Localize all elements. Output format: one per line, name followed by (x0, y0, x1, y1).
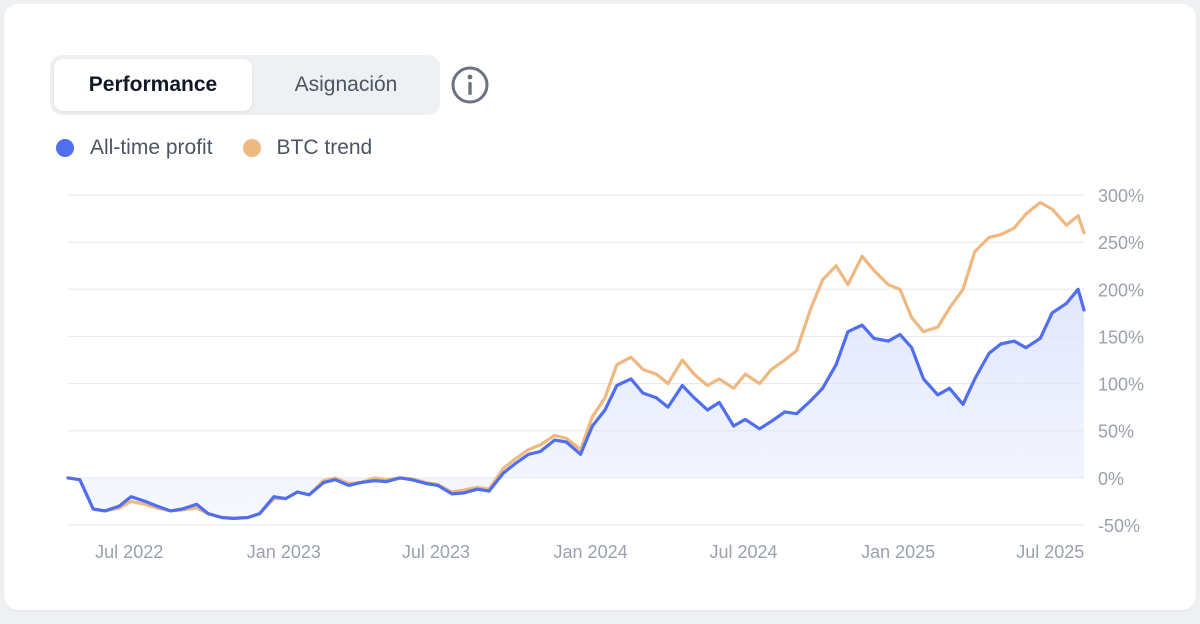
y-tick-label: 0% (1098, 469, 1124, 489)
x-tick-label: Jan 2023 (247, 542, 321, 562)
tab-performance[interactable]: Performance (54, 59, 252, 111)
x-tick-label: Jul 2025 (1016, 542, 1084, 562)
y-tick-label: 50% (1098, 422, 1134, 442)
legend-label-profit: All-time profit (90, 136, 213, 159)
x-tick-label: Jan 2025 (861, 542, 935, 562)
legend-item-btc[interactable]: BTC trend (242, 136, 373, 160)
x-tick-label: Jul 2022 (95, 542, 163, 562)
y-tick-label: -50% (1098, 516, 1140, 536)
legend-label-btc: BTC trend (276, 136, 373, 159)
profit-area (68, 289, 1084, 519)
y-tick-label: 200% (1098, 280, 1144, 300)
x-tick-label: Jul 2023 (402, 542, 470, 562)
tab-asignacion[interactable]: Asignación (294, 73, 398, 96)
tab-switcher: Performance Asignación (50, 55, 440, 115)
profit-line (66, 287, 1086, 520)
legend-item-profit[interactable]: All-time profit (56, 136, 213, 160)
info-icon[interactable] (450, 65, 490, 105)
x-tick-label: Jul 2024 (709, 542, 777, 562)
y-tick-label: 300% (1098, 186, 1144, 206)
legend-dot-btc (242, 139, 261, 157)
x-tick-label: Jan 2024 (554, 542, 628, 562)
y-tick-label: 150% (1098, 327, 1144, 347)
chart-legend: All-time profit BTC trend (56, 134, 402, 162)
legend-dot-profit (56, 139, 74, 157)
y-tick-label: 250% (1098, 233, 1144, 253)
y-tick-label: 100% (1098, 375, 1144, 395)
